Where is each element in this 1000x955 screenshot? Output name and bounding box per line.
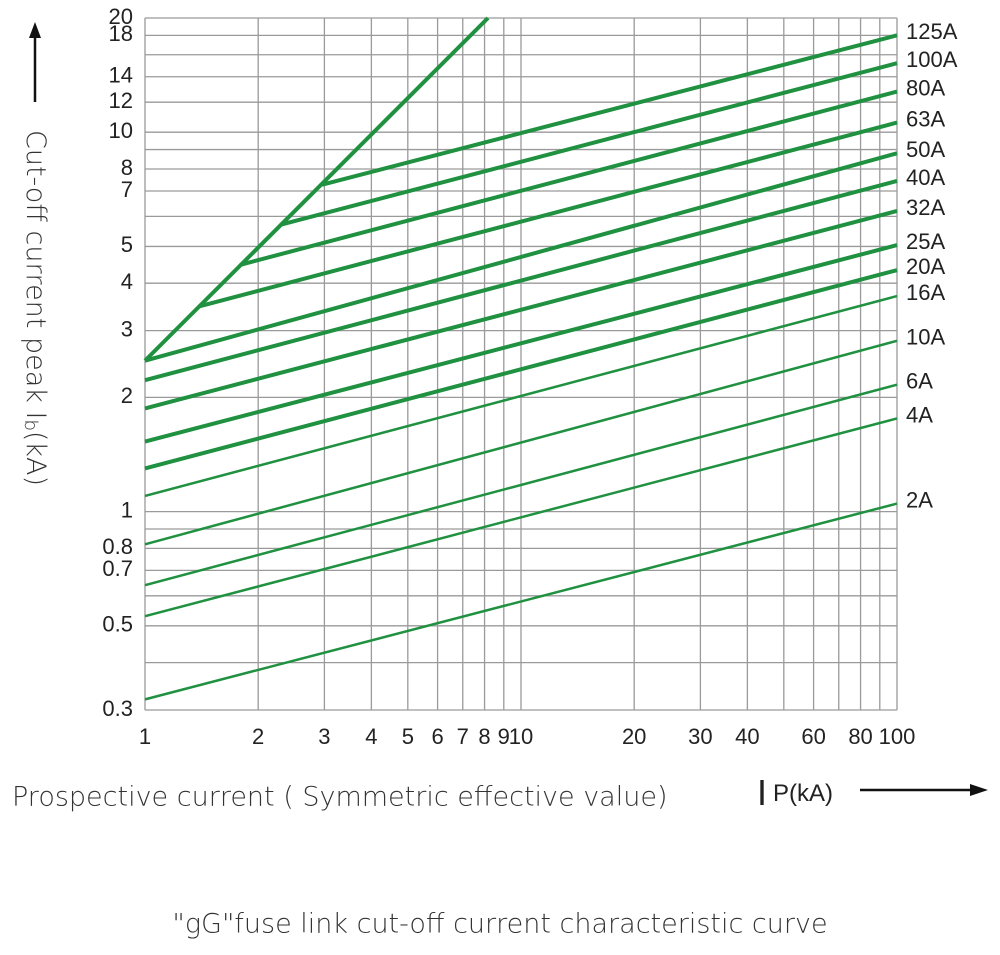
y-label-unit: (kA) bbox=[21, 431, 52, 486]
y-tick-label: 18 bbox=[109, 21, 133, 46]
x-tick-label: 6 bbox=[431, 724, 443, 749]
x-tick-label: 80 bbox=[848, 724, 872, 749]
x-arrow-head bbox=[970, 784, 988, 796]
series-label: 80A bbox=[906, 75, 945, 100]
series-line bbox=[144, 151, 898, 363]
series-line bbox=[239, 89, 898, 267]
y-tick-label: 7 bbox=[121, 177, 133, 202]
series-label: 32A bbox=[906, 195, 945, 220]
y-tick-label: 8 bbox=[121, 155, 133, 180]
x-tick-label: 60 bbox=[801, 724, 825, 749]
y-tick-label: 14 bbox=[109, 63, 133, 88]
x-tick-label: 7 bbox=[457, 724, 469, 749]
x-label-symbol: I P(kA) bbox=[757, 772, 833, 813]
x-tick-label: 100 bbox=[879, 724, 916, 749]
y-tick-label: 10 bbox=[109, 118, 133, 143]
x-tick-label: 8 bbox=[478, 724, 490, 749]
y-label: Cut-off current peak Ib(kA) bbox=[20, 130, 52, 486]
series-label: 6A bbox=[906, 369, 933, 394]
series-line bbox=[144, 339, 898, 546]
x-tick-label: 1 bbox=[139, 724, 151, 749]
y-label-main: Cut-off current peak I bbox=[21, 130, 52, 419]
x-tick-label: 9 bbox=[498, 724, 510, 749]
series-line bbox=[144, 294, 898, 498]
y-tick-label: 1 bbox=[121, 497, 133, 522]
series-line bbox=[279, 61, 898, 227]
y-tick-label: 5 bbox=[121, 232, 133, 257]
y-tick-label: 12 bbox=[109, 88, 133, 113]
x-tick-label: 2 bbox=[252, 724, 264, 749]
x-tick-label: 30 bbox=[688, 724, 712, 749]
series-line bbox=[144, 383, 898, 587]
series-label: 50A bbox=[906, 137, 945, 162]
y-tick-label: 20 bbox=[109, 4, 133, 29]
series-label: 20A bbox=[906, 254, 945, 279]
y-tick-label: 0.3 bbox=[102, 696, 133, 721]
x-tick-label: 3 bbox=[318, 724, 330, 749]
series-line bbox=[199, 120, 898, 309]
series-label: 25A bbox=[906, 229, 945, 254]
envelope-line bbox=[143, 16, 490, 363]
series-label: 63A bbox=[906, 106, 945, 131]
y-tick-label: 0.5 bbox=[102, 612, 133, 637]
x-tick-label: 4 bbox=[365, 724, 377, 749]
y-tick-label: 0.7 bbox=[102, 556, 133, 581]
y-tick-label: 4 bbox=[121, 269, 133, 294]
x-label-unit: (kA) bbox=[789, 780, 833, 807]
y-tick-label: 0.8 bbox=[102, 534, 133, 559]
series-line bbox=[144, 243, 898, 444]
series-label: 40A bbox=[906, 165, 945, 190]
y-arrow-head bbox=[29, 22, 41, 38]
series-label: 125A bbox=[906, 19, 958, 44]
series-line bbox=[144, 179, 898, 383]
series-label: 10A bbox=[906, 325, 945, 350]
x-label-i: I bbox=[757, 772, 767, 813]
series-line bbox=[144, 502, 898, 701]
y-tick-label: 2 bbox=[121, 383, 133, 408]
x-tick-label: 10 bbox=[509, 724, 533, 749]
y-label-sub: b bbox=[20, 419, 41, 430]
caption: "gG"fuse link cut-off current characteri… bbox=[172, 909, 827, 940]
series-line bbox=[144, 209, 898, 411]
x-tick-label: 40 bbox=[735, 724, 759, 749]
series-line bbox=[144, 268, 898, 471]
series-label: 100A bbox=[906, 47, 958, 72]
series-line bbox=[144, 417, 898, 618]
x-label: Prospective current ( Symmetric effectiv… bbox=[12, 782, 668, 813]
series-label: 4A bbox=[906, 402, 933, 427]
series-line bbox=[321, 33, 898, 187]
series-label: 16A bbox=[906, 280, 945, 305]
x-tick-label: 20 bbox=[622, 724, 646, 749]
y-tick-label: 3 bbox=[121, 316, 133, 341]
x-tick-label: 5 bbox=[402, 724, 414, 749]
x-label-sub: P bbox=[773, 780, 789, 807]
series-label: 2A bbox=[906, 487, 933, 512]
